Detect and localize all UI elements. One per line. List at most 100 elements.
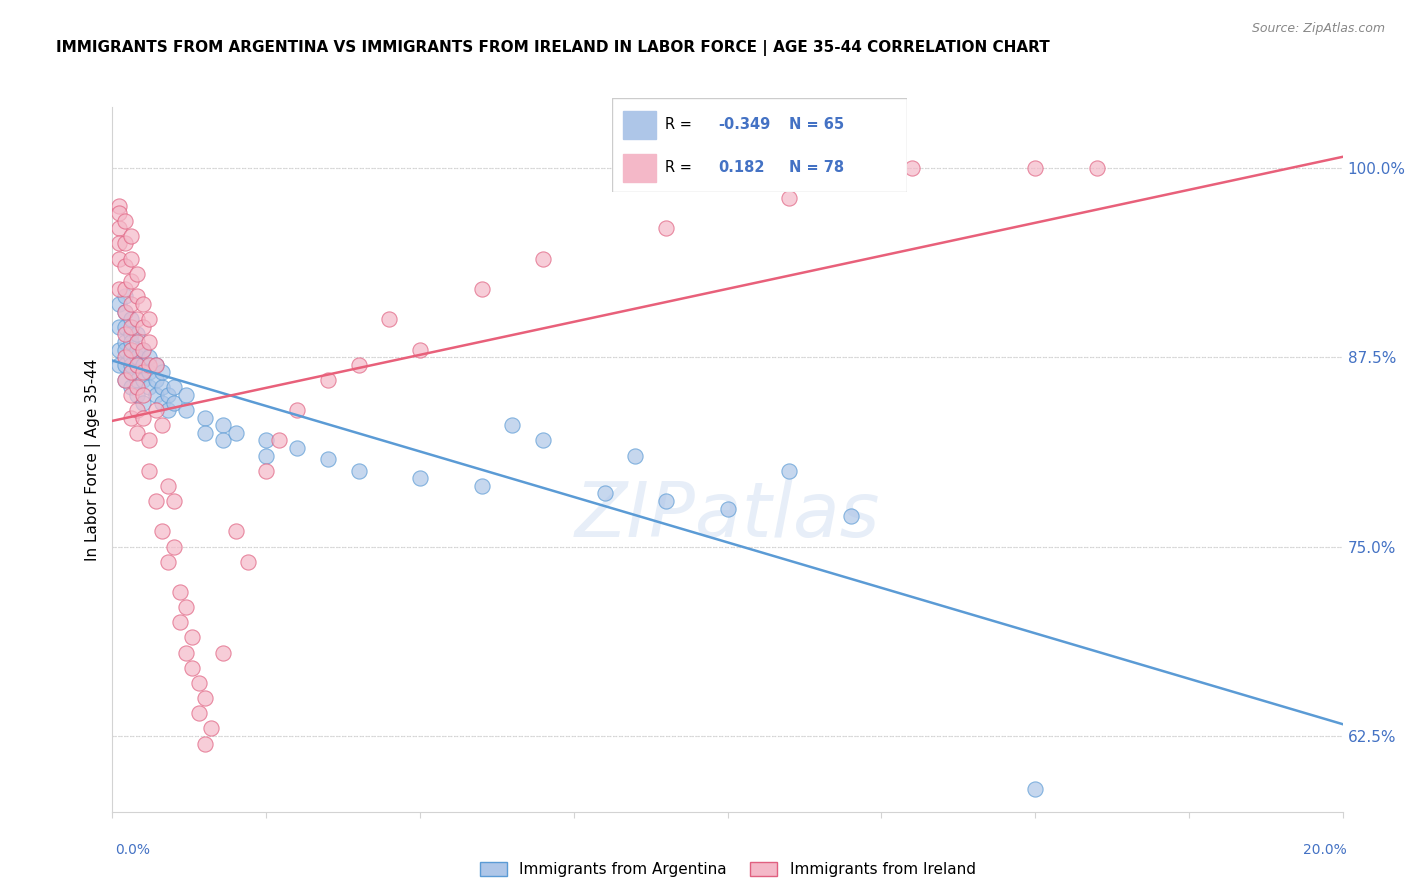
Point [127, 373, 149, 387]
Point [127, 327, 149, 342]
Point [127, 403, 149, 417]
Point [156, 403, 179, 417]
Point [150, 380, 173, 394]
Point [593, 486, 616, 500]
Point [120, 252, 142, 266]
Point [1024, 161, 1046, 175]
Point [107, 198, 129, 212]
Point [163, 494, 186, 508]
Point [127, 350, 149, 364]
Point [107, 297, 129, 311]
Point [778, 191, 800, 205]
Point [187, 706, 209, 721]
Bar [623, 112, 655, 139]
Point [107, 319, 129, 334]
Point [778, 464, 800, 478]
Point [127, 388, 149, 402]
Point [132, 358, 155, 372]
Point [138, 350, 160, 364]
Point [114, 282, 136, 296]
Point [194, 425, 217, 440]
Point [470, 282, 494, 296]
Point [901, 161, 924, 175]
Point [114, 304, 136, 318]
Point [120, 312, 142, 326]
Point [163, 395, 186, 409]
Point [120, 343, 142, 357]
Point [194, 691, 217, 706]
Point [120, 388, 142, 402]
Point [655, 494, 678, 508]
Point [114, 373, 136, 387]
Point [145, 388, 167, 402]
Point [107, 221, 129, 235]
Text: ZIPatlas: ZIPatlas [575, 479, 880, 553]
Point [127, 358, 149, 372]
Point [127, 380, 149, 394]
Point [150, 524, 173, 539]
Point [145, 403, 167, 417]
Text: 0.182: 0.182 [718, 161, 765, 176]
Point [120, 365, 142, 379]
Point [145, 494, 167, 508]
Point [127, 358, 149, 372]
Point [409, 471, 432, 485]
Point [120, 334, 142, 349]
Point [114, 358, 136, 372]
Point [120, 410, 142, 425]
Point [132, 343, 155, 357]
Point [200, 722, 222, 736]
Point [145, 373, 167, 387]
Point [132, 319, 155, 334]
Point [138, 464, 160, 478]
Point [114, 343, 136, 357]
Point [409, 343, 432, 357]
Point [285, 403, 308, 417]
Point [114, 289, 136, 303]
Point [127, 425, 149, 440]
Point [127, 289, 149, 303]
Point [174, 403, 197, 417]
Point [624, 449, 647, 463]
Text: IMMIGRANTS FROM ARGENTINA VS IMMIGRANTS FROM IRELAND IN LABOR FORCE | AGE 35-44 : IMMIGRANTS FROM ARGENTINA VS IMMIGRANTS … [56, 40, 1050, 56]
Point [236, 555, 259, 569]
Point [531, 434, 554, 448]
Point [138, 312, 160, 326]
Point [114, 319, 136, 334]
Point [150, 418, 173, 433]
Point [138, 365, 160, 379]
Point [138, 334, 160, 349]
Point [145, 358, 167, 372]
Point [132, 365, 155, 379]
Point [187, 676, 209, 690]
Point [120, 365, 142, 379]
Point [194, 737, 217, 751]
Text: R =: R = [665, 161, 696, 176]
Text: -0.349: -0.349 [718, 118, 770, 132]
Point [174, 600, 197, 615]
Point [470, 479, 494, 493]
Point [254, 434, 277, 448]
Point [114, 213, 136, 227]
Point [120, 297, 142, 311]
Point [120, 327, 142, 342]
Point [254, 464, 277, 478]
Point [1085, 161, 1108, 175]
Point [225, 524, 247, 539]
Point [212, 418, 235, 433]
Point [174, 388, 197, 402]
Point [120, 228, 142, 243]
Point [316, 451, 339, 466]
Text: 20.0%: 20.0% [1303, 843, 1347, 857]
Point [169, 615, 191, 630]
Point [114, 259, 136, 273]
Text: 0.0%: 0.0% [115, 843, 150, 857]
Point [1024, 782, 1046, 797]
Point [181, 631, 204, 645]
Point [163, 380, 186, 394]
Point [114, 373, 136, 387]
Point [145, 358, 167, 372]
Point [174, 646, 197, 660]
Point [138, 380, 160, 394]
Point [107, 252, 129, 266]
